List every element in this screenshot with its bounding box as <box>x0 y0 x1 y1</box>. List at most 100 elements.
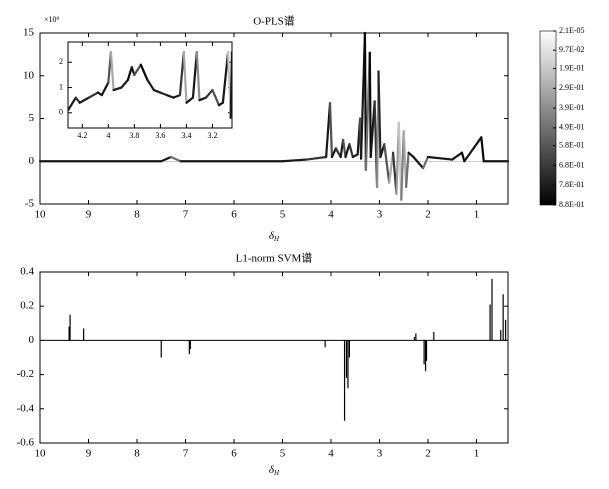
spectrum-segment <box>383 143 391 184</box>
chart-title: O-PLS谱 <box>253 14 295 28</box>
spectrum-segment <box>169 155 182 163</box>
x-tick-label: 7 <box>183 209 189 221</box>
spectrum-segment <box>68 96 77 112</box>
x-tick-label: 5 <box>280 209 286 221</box>
x-axis-label: δH <box>269 230 280 243</box>
y-tick-label: -0.4 <box>17 402 35 414</box>
spectrum-segment <box>211 88 221 107</box>
colorbar-tick-label: 2.1E-05 <box>559 26 585 35</box>
y-tick-label: 10 <box>23 69 35 81</box>
spectrum-segment <box>133 63 142 76</box>
y-tick-label: 0 <box>29 155 35 167</box>
x-tick-label: 4 <box>106 131 110 140</box>
y-tick-label: -0.6 <box>17 437 35 449</box>
spectrum-segment <box>480 136 485 163</box>
y-tick-label: -0.2 <box>17 368 34 380</box>
y-tick-label: 0.2 <box>20 300 34 312</box>
spectrum-segment <box>229 51 232 119</box>
x-tick-label: 5 <box>280 448 286 460</box>
x-tick-label: 3.2 <box>207 131 217 140</box>
spectrum-segment <box>78 96 90 104</box>
x-tick-label: 3 <box>377 209 383 221</box>
y-exponent-label: ×10⁹ <box>44 15 60 24</box>
x-axis-label: δH <box>269 464 280 477</box>
spectrum-segment <box>120 78 129 89</box>
x-tick-label: 3.8 <box>129 131 139 140</box>
x-tick-label: 3.4 <box>181 131 191 140</box>
spectrum-segment <box>152 88 162 94</box>
x-tick-label: 3 <box>377 448 383 460</box>
spectrum-segment <box>305 155 328 161</box>
y-tick-label: 0 <box>29 334 35 346</box>
x-tick-label: 8 <box>134 209 140 221</box>
x-tick-label: 4.2 <box>77 131 87 140</box>
x-tick-label: 6 <box>231 448 237 460</box>
x-tick-label: 7 <box>183 448 189 460</box>
spectrum-segment <box>426 155 454 161</box>
spectrum-segment <box>182 51 188 104</box>
spectrum-segment <box>422 155 430 170</box>
x-tick-label: 9 <box>86 209 92 221</box>
y-tick-label: 0 <box>59 108 63 117</box>
colorbar <box>539 30 557 206</box>
spectrum-segment <box>348 143 354 159</box>
x-tick-label: 4 <box>328 448 334 460</box>
x-tick-label: 3.6 <box>155 131 165 140</box>
spectrum-segment <box>342 138 347 159</box>
x-tick-label: 2 <box>425 448 431 460</box>
colorbar-tick-label: 1.9E-01 <box>559 63 585 72</box>
x-label-symbol: δ <box>269 230 275 242</box>
spectrum-segment <box>109 51 115 92</box>
y-tick-label: -5 <box>25 198 35 210</box>
x-tick-label: 1 <box>474 448 480 460</box>
chart-title: L1-norm SVM谱 <box>236 251 313 265</box>
x-tick-label: 1 <box>474 209 480 221</box>
y-tick-label: 5 <box>29 112 35 124</box>
spectrum-segment <box>112 86 123 92</box>
colorbar-tick-label: 2.9E-01 <box>559 83 585 92</box>
spectrum-segment <box>160 155 173 163</box>
spectrum-segment <box>377 70 382 159</box>
spectrum-segment <box>198 96 208 102</box>
spectrum-segment <box>368 51 372 159</box>
spectrum-segment <box>221 51 230 104</box>
x-label-symbol: δ <box>269 464 275 476</box>
spectrum-segment <box>172 94 182 99</box>
spectrum-segment <box>159 91 169 97</box>
spectrum-segment <box>328 102 334 159</box>
plot-frame <box>39 271 509 444</box>
spectrum-segment <box>165 94 175 99</box>
spectrum-segment <box>460 151 466 163</box>
spectrum-segment <box>195 51 201 102</box>
spectrum-segment <box>139 63 149 82</box>
x-tick-label: 10 <box>35 448 47 460</box>
x-tick-label: 6 <box>231 209 237 221</box>
spectrum-segment <box>126 66 133 82</box>
colorbar-tick-label: 5.8E-01 <box>559 141 585 150</box>
spectrum-segment <box>146 78 156 92</box>
spectrum-segment <box>87 91 100 99</box>
spectrum-segment <box>463 136 483 163</box>
spectrum-segment <box>281 158 308 163</box>
x-label-subscript: H <box>273 469 280 477</box>
colorbar-tick-label: 9.7E-02 <box>559 45 585 54</box>
y-tick-label: 2 <box>59 57 63 66</box>
spectrum-segment <box>330 147 337 159</box>
x-tick-label: 10 <box>35 209 47 221</box>
colorbar-tick-label: 3.9E-01 <box>559 103 585 112</box>
colorbar-tick-label: 4.9E-01 <box>559 123 585 132</box>
spectrum-segment <box>412 155 425 170</box>
clip-group <box>68 51 232 119</box>
y-tick-label: 1 <box>59 82 63 91</box>
spectrum-segment <box>204 88 214 99</box>
spectrum-segment <box>405 151 410 188</box>
x-tick-label: 8 <box>134 448 140 460</box>
spectrum-segment <box>451 151 464 161</box>
y-tick-label: 0.4 <box>20 266 34 278</box>
x-tick-label: 2 <box>425 209 431 221</box>
spectrum-segment <box>185 96 195 104</box>
colorbar-tick-label: 6.8E-01 <box>559 160 585 169</box>
x-tick-label: 9 <box>86 448 92 460</box>
colorbar-tick-label: 7.8E-01 <box>559 180 585 189</box>
